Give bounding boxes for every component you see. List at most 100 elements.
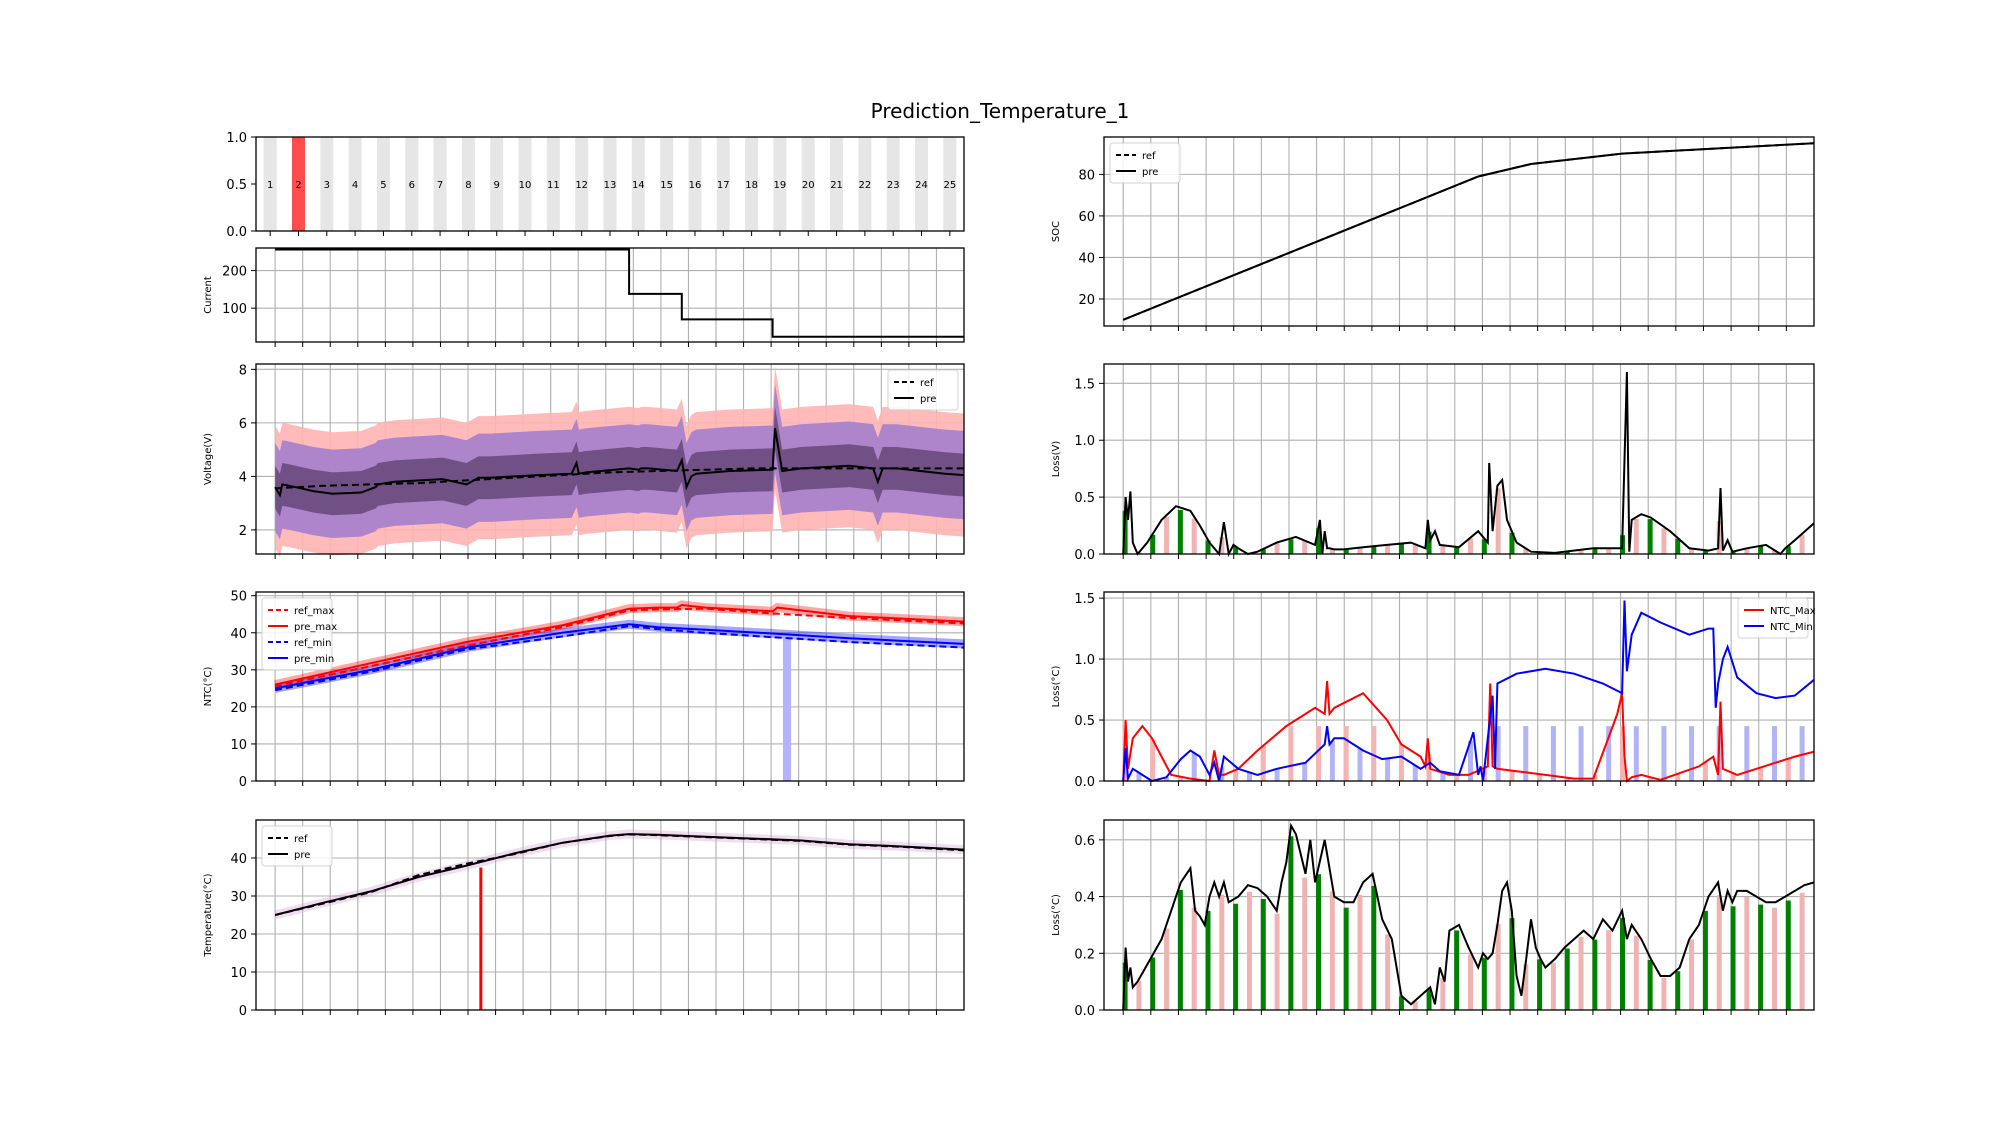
y-axis-label: NTC(°C)	[203, 667, 214, 707]
series-line-pre	[274, 428, 965, 498]
series-line-ref_max	[274, 607, 965, 688]
loss-bar	[1564, 777, 1570, 781]
axes-frame	[255, 363, 965, 555]
cell-label-23: 23	[887, 180, 900, 191]
y-tick-label: 0.5	[1074, 491, 1095, 506]
axes-loss_temp: 0.0 0.2 0.4 0.6 Loss(°C)	[1051, 819, 1815, 1019]
loss-bar	[1454, 930, 1460, 1010]
loss-bar	[1371, 546, 1377, 554]
marker-bar-0	[479, 867, 483, 1010]
loss-bar	[1689, 726, 1695, 781]
loss-bar	[1523, 964, 1529, 1010]
legend: NTC_Max NTC_Min	[1737, 597, 1816, 639]
cell-bar-1	[263, 137, 277, 231]
y-tick-label: 1.0	[1074, 653, 1095, 668]
loss-bar	[1468, 740, 1474, 781]
y-tick-label: 20	[1078, 293, 1095, 308]
loss-bar	[1592, 548, 1598, 554]
legend-label-ref: ref	[1142, 151, 1156, 162]
loss-bar	[1440, 978, 1446, 1010]
loss-bar	[1316, 528, 1322, 554]
cell-bar-5	[376, 137, 390, 231]
legend-label-pre: pre	[1142, 167, 1158, 178]
loss-bar	[1205, 540, 1211, 554]
loss-bar	[1799, 892, 1805, 1010]
loss-bar	[1316, 726, 1322, 781]
y-tick-label: 0.0	[1074, 1004, 1095, 1019]
axes-loss_ntc: 0.0 0.5 1.0 1.5 Loss(°C) NTC_Max NTC_Min	[1051, 591, 1816, 790]
cell-bar-12	[575, 137, 589, 231]
loss-bar	[1771, 726, 1777, 781]
loss-bar	[1661, 726, 1667, 781]
series-line-ref_min	[274, 625, 965, 692]
cell-label-3: 3	[324, 180, 330, 191]
cell-bar-17	[716, 137, 730, 231]
loss-bar	[1329, 549, 1335, 554]
loss-bar	[1150, 739, 1156, 781]
cell-bar-9	[490, 137, 504, 231]
cell-bar-14	[631, 137, 645, 231]
cell-bar-16	[688, 137, 702, 231]
loss-bar	[1357, 894, 1363, 1010]
loss-bar	[1454, 547, 1460, 554]
y-tick-label: 0.2	[1074, 947, 1095, 962]
loss-bar	[1150, 957, 1156, 1010]
cell-bar-8	[461, 137, 475, 231]
loss-bar	[1164, 517, 1170, 554]
loss-bar	[1771, 907, 1777, 1010]
y-tick-label: 0.5	[226, 178, 247, 193]
loss-bar	[1357, 748, 1363, 781]
loss-bar	[1205, 910, 1211, 1010]
loss-bar	[1495, 488, 1501, 554]
y-tick-label: 80	[1078, 168, 1095, 183]
loss-bar	[1578, 936, 1584, 1010]
y-tick-label: 4	[239, 470, 247, 485]
legend-label-NTC_Min: NTC_Min	[1770, 622, 1813, 633]
loss-bar	[1288, 539, 1294, 554]
loss-bar	[1219, 894, 1225, 1010]
axes-temperature: 0 10 20 30 40 Temperature(°C) ref pre	[203, 819, 965, 1019]
loss-bar	[1233, 769, 1239, 781]
loss-bar	[1647, 959, 1653, 1010]
loss-bar	[1136, 980, 1142, 1010]
loss-bar	[1343, 907, 1349, 1010]
loss-bar	[1799, 726, 1805, 781]
loss-bar	[1426, 754, 1432, 781]
loss-bar	[1343, 726, 1349, 781]
loss-bar	[1260, 899, 1266, 1010]
legend-label-NTC_Max: NTC_Max	[1770, 606, 1816, 617]
legend: ref_max pre_max ref_min pre_min	[261, 597, 337, 671]
loss-bar	[1495, 726, 1501, 781]
y-axis-label: Voltage(V)	[203, 433, 214, 485]
axes-voltage: 2 4 6 8 Voltage(V) ref pre	[203, 363, 965, 559]
y-tick-label: 2	[239, 524, 247, 539]
series-line-pre_max	[274, 603, 965, 686]
loss-bar	[1371, 726, 1377, 781]
loss-bar	[1316, 874, 1322, 1010]
loss-bar	[1661, 977, 1667, 1010]
axes-frame	[255, 247, 965, 343]
y-tick-label: 0	[239, 1004, 247, 1019]
loss-bar	[1412, 544, 1418, 554]
y-tick-label: 100	[222, 302, 247, 317]
legend: ref pre	[887, 369, 959, 411]
cell-bar-11	[546, 137, 560, 231]
loss-bar	[1523, 726, 1529, 781]
y-axis-label: Loss(°C)	[1051, 666, 1062, 708]
loss-bar	[1454, 774, 1460, 781]
y-axis-label: Current	[203, 276, 214, 314]
loss-bar	[1246, 772, 1252, 781]
cell-label-15: 15	[660, 180, 673, 191]
series-line-pre	[1122, 142, 1815, 321]
loss-bar	[1412, 1001, 1418, 1010]
legend: ref pre	[1109, 142, 1181, 184]
axes-frame	[1103, 591, 1815, 782]
loss-bar	[1661, 528, 1667, 554]
loss-bar	[1481, 957, 1487, 1010]
cell-bar-23	[886, 137, 900, 231]
loss-bar	[1744, 896, 1750, 1010]
cell-label-12: 12	[575, 180, 588, 191]
loss-bar	[1744, 548, 1750, 554]
loss-bar	[1260, 745, 1266, 781]
cell-label-19: 19	[774, 180, 787, 191]
